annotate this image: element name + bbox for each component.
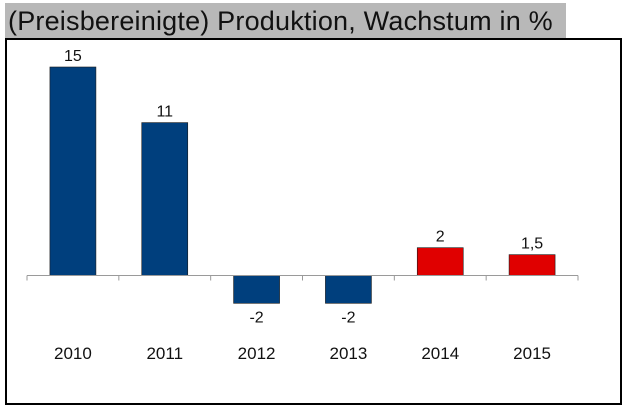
value-label-2010: 15 (64, 48, 82, 65)
x-tick-label-2011: 2011 (146, 344, 183, 363)
chart-frame (5, 38, 622, 405)
bar-2014 (416, 247, 464, 276)
value-label-2014: 2 (436, 229, 445, 246)
x-tick-label-2013: 2013 (330, 344, 368, 363)
bar-2010 (49, 66, 97, 276)
value-label-2015: 1,5 (521, 236, 543, 253)
value-label-2011: 11 (156, 104, 173, 121)
value-label-2012: -2 (249, 309, 263, 326)
x-tick-label-2014: 2014 (421, 344, 459, 363)
chart-title: (Preisbereinigte) Produktion, Wachstum i… (8, 5, 553, 36)
title-bar: (Preisbereinigte) Produktion, Wachstum i… (5, 3, 566, 39)
bar-2015 (508, 254, 556, 276)
bar-2011 (141, 122, 189, 276)
bar-2013 (325, 275, 372, 304)
x-tick-label-2010: 2010 (54, 344, 92, 363)
x-tick-label-2012: 2012 (238, 344, 276, 363)
x-tick-label-2015: 2015 (513, 344, 551, 363)
value-label-2013: -2 (341, 309, 355, 326)
bar-2012 (233, 275, 280, 304)
